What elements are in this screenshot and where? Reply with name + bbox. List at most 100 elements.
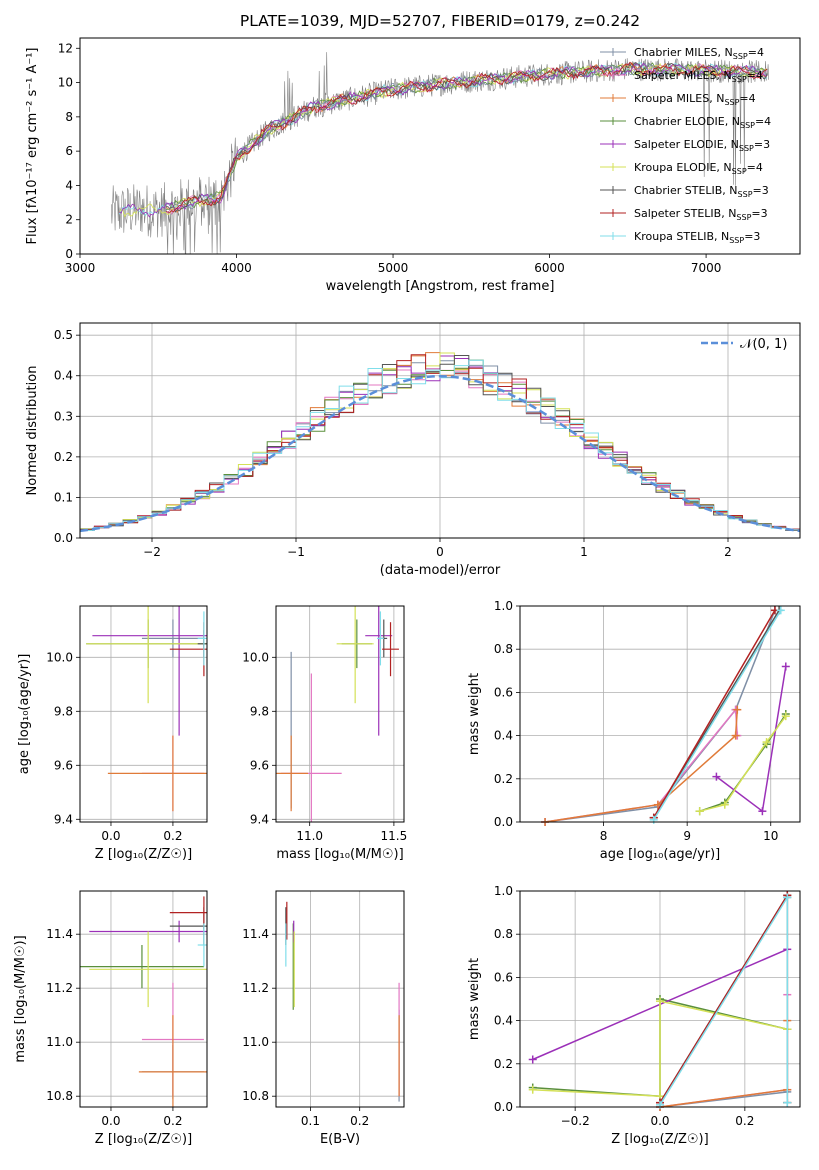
y-axis-label: mass [log₁₀(M/M☉)] bbox=[13, 935, 28, 1062]
errorbar-kroupa_elodie bbox=[336, 606, 374, 704]
y-tick-label: 9.4 bbox=[250, 812, 269, 826]
errorbar-salpeter_elodie bbox=[89, 920, 207, 943]
x-tick-label: 9 bbox=[683, 829, 691, 843]
weight-marker-kroupa_miles bbox=[733, 705, 742, 714]
y-tick-label: 10.0 bbox=[242, 650, 269, 664]
errorbar-salpeter_elodie bbox=[92, 606, 207, 736]
y-tick-label: 11.2 bbox=[46, 981, 73, 995]
axes-frame bbox=[519, 890, 801, 1108]
weight-line-kroupa_stelib bbox=[653, 609, 782, 821]
x-tick-label: 2 bbox=[724, 545, 732, 559]
residuals-axes: −2 −1 0 1 2 0.0 0.1 0.2 0.3 0.4 0.5 (data-model)/er… bbox=[25, 322, 801, 578]
weight-marker-kroupa_miles bbox=[731, 731, 740, 740]
y-tick-label: 10.8 bbox=[242, 1089, 269, 1103]
weight-marker-kroupa_elodie bbox=[695, 807, 704, 816]
y-tick-label: 0.4 bbox=[494, 1014, 513, 1028]
errorbar-kroupa_stelib bbox=[197, 923, 207, 967]
weight-marker-salpeter_elodie bbox=[781, 662, 790, 671]
y-axis-label: age [log₁₀(age/yr)] bbox=[17, 654, 32, 775]
legend-entry: 𝒩(0, 1) bbox=[740, 337, 787, 352]
gaussian-curve bbox=[80, 374, 800, 533]
model-fit-salpeter_stelib bbox=[165, 61, 768, 213]
legend-entry: Salpeter MILES, NSSP=4 bbox=[634, 69, 763, 84]
legend-entry: Chabrier MILES, NSSP=4 bbox=[634, 46, 764, 61]
y-tick-label: 0.0 bbox=[494, 815, 513, 829]
weight-marker-salpeter_elodie bbox=[712, 772, 721, 781]
y-tick-label: 0.6 bbox=[494, 685, 513, 699]
errorbar-chabrier_miles bbox=[141, 619, 204, 658]
y-axis-label: mass weight bbox=[467, 673, 482, 755]
x-tick-label: 0.0 bbox=[101, 829, 120, 843]
x-tick-label: 0.0 bbox=[101, 1114, 120, 1128]
y-tick-label: 0.5 bbox=[54, 328, 73, 342]
legend-entry: Chabrier ELODIE, NSSP=4 bbox=[634, 115, 771, 130]
weight-marker-salpeter_elodie bbox=[758, 807, 767, 816]
x-tick-label: 6000 bbox=[534, 261, 565, 275]
weight-line-kroupa_elodie bbox=[532, 1000, 788, 1097]
y-tick-label: 10.8 bbox=[46, 1089, 73, 1103]
y-axis-label: mass weight bbox=[467, 958, 482, 1040]
x-tick-label: −1 bbox=[287, 545, 305, 559]
y-tick-label: 11.0 bbox=[46, 1035, 73, 1049]
axes-frame bbox=[79, 37, 801, 255]
mass_vs_Z-axes: 0.0 0.2 10.8 11.0 11.2 11.4 Z [log₁₀(Z/Z☉)] mas… bbox=[13, 890, 208, 1147]
errorbar-kroupa_stelib bbox=[197, 611, 207, 666]
x-tick-label: 0.1 bbox=[301, 1114, 320, 1128]
y-tick-label: 0.3 bbox=[54, 409, 73, 423]
y-tick-label: 10 bbox=[58, 76, 73, 90]
y-tick-label: 0.8 bbox=[494, 927, 513, 941]
age_vs_Z-axes: 0.0 0.2 9.4 9.6 9.8 10.0 Z [log₁₀(Z/Z☉)] age [l… bbox=[17, 605, 208, 862]
massweight_vs_age-axes: 8 9 10 0.0 0.2 0.4 0.6 0.8 1.0 age [log₁₀(age/yr)… bbox=[467, 599, 801, 862]
errorbar-kroupa_stelib bbox=[377, 611, 384, 666]
x-axis-label: age [log₁₀(age/yr)] bbox=[600, 847, 721, 862]
x-tick-label: 11.5 bbox=[381, 829, 408, 843]
x-axis-label: Z [log₁₀(Z/Z☉)] bbox=[95, 1132, 192, 1147]
y-tick-label: 12 bbox=[58, 41, 73, 55]
y-axis-label: Flux [fλ10⁻¹⁷ erg cm⁻² s⁻¹ A⁻¹] bbox=[25, 48, 40, 245]
x-axis-label: E(B-V) bbox=[320, 1132, 360, 1147]
errorbar-salpeter_elodie bbox=[365, 606, 393, 736]
x-tick-label: 0 bbox=[436, 545, 444, 559]
y-tick-label: 1.0 bbox=[494, 884, 513, 898]
y-tick-label: 9.8 bbox=[54, 704, 73, 718]
axes-frame bbox=[79, 322, 801, 539]
x-tick-label: 4000 bbox=[221, 261, 252, 275]
residual-histogram-kroupa_stelib bbox=[80, 359, 800, 531]
y-tick-label: 2 bbox=[65, 213, 73, 227]
x-tick-label: 0.0 bbox=[650, 1114, 669, 1128]
model-fit-salpeter_elodie bbox=[118, 62, 768, 218]
weight-line-chabrier_miles bbox=[545, 610, 776, 823]
y-tick-label: 9.8 bbox=[250, 704, 269, 718]
y-tick-label: 9.4 bbox=[54, 812, 73, 826]
y-tick-label: 8 bbox=[65, 110, 73, 124]
x-axis-label: Z [log₁₀(Z/Z☉)] bbox=[611, 1132, 708, 1147]
x-axis-label: wavelength [Angstrom, rest frame] bbox=[326, 279, 555, 294]
axes-frame bbox=[79, 605, 208, 823]
y-tick-label: 11.0 bbox=[242, 1035, 269, 1049]
x-axis-label: (data-model)/error bbox=[380, 563, 501, 578]
weight-line-salpeter_elodie bbox=[715, 666, 787, 813]
errorbar-kroupa_miles bbox=[107, 735, 207, 812]
y-tick-label: 0.2 bbox=[494, 1057, 513, 1071]
errorbar-kroupa_miles bbox=[138, 1015, 207, 1107]
weight-marker-kroupa_elodie bbox=[762, 738, 771, 747]
weight-marker-kroupa_stelib bbox=[656, 1100, 664, 1109]
age_vs_mass-axes: 11.0 11.5 9.4 9.6 9.8 10.0 mass [log₁₀(M/M☉)] bbox=[242, 605, 408, 862]
model-fit-chabrier_stelib bbox=[166, 61, 768, 213]
weight-marker-kroupa_stelib bbox=[776, 606, 785, 615]
x-tick-label: 0.2 bbox=[163, 829, 182, 843]
model-fit-chabrier_elodie bbox=[166, 62, 768, 210]
y-tick-label: 11.4 bbox=[242, 927, 269, 941]
x-tick-label: 0.2 bbox=[735, 1114, 754, 1128]
y-tick-label: 0 bbox=[65, 247, 73, 261]
legend-entry: Kroupa MILES, NSSP=4 bbox=[634, 92, 756, 107]
legend-entry: Kroupa STELIB, NSSP=3 bbox=[634, 230, 760, 245]
y-tick-label: 1.0 bbox=[494, 599, 513, 613]
errorbar-kroupa_elodie bbox=[86, 606, 207, 704]
x-tick-label: 3000 bbox=[65, 261, 96, 275]
y-tick-label: 0.4 bbox=[494, 729, 513, 743]
x-tick-label: 11.0 bbox=[296, 829, 323, 843]
y-tick-label: 6 bbox=[65, 144, 73, 158]
x-tick-label: 0.2 bbox=[350, 1114, 369, 1128]
